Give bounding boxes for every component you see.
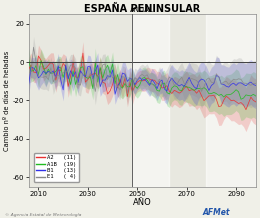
- Text: © Agencia Estatal de Meteorología: © Agencia Estatal de Meteorología: [5, 213, 82, 217]
- Text: AFMet: AFMet: [203, 208, 230, 217]
- X-axis label: AÑO: AÑO: [133, 198, 152, 207]
- Title: ESPAÑA PENINSULAR: ESPAÑA PENINSULAR: [84, 4, 200, 14]
- Bar: [132, 14, 170, 187]
- Bar: [206, 14, 256, 187]
- Text: ANUAL: ANUAL: [130, 7, 154, 13]
- Y-axis label: Cambio nº de días de heladas: Cambio nº de días de heladas: [4, 50, 10, 151]
- Legend: A2   (11), A1B  (19), B1   (13), E1   ( 4): A2 (11), A1B (19), B1 (13), E1 ( 4): [34, 153, 79, 182]
